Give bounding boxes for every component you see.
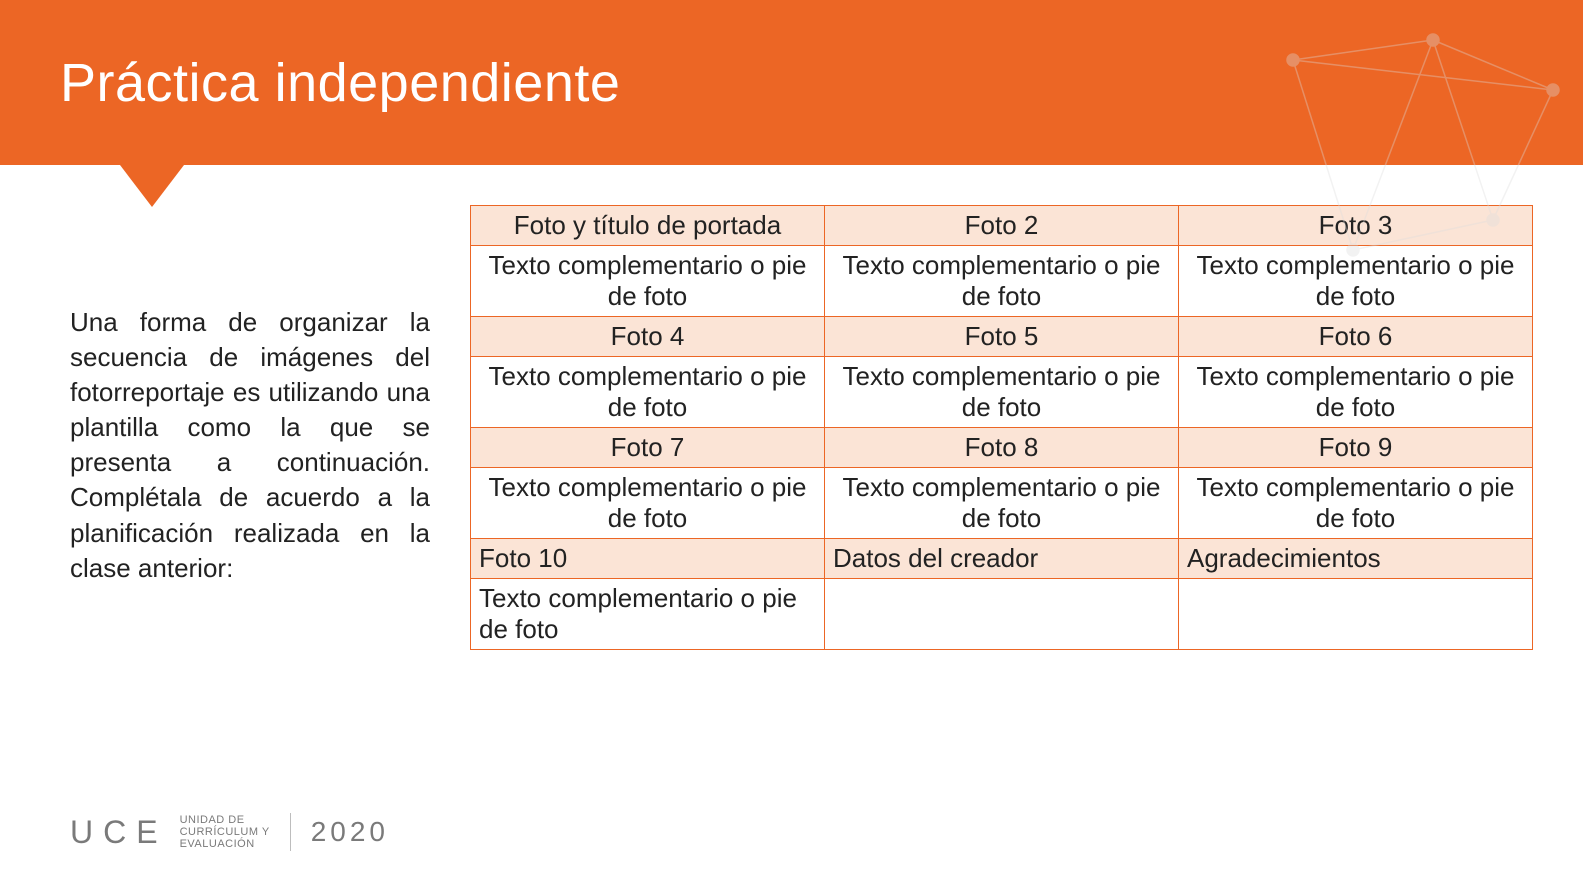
content-area: Una forma de organizar la secuencia de i… xyxy=(0,165,1583,650)
table-row: Texto complementario o pie de foto xyxy=(471,579,1533,650)
left-column: Una forma de organizar la secuencia de i… xyxy=(70,205,430,650)
table-cell: Texto complementario o pie de foto xyxy=(471,357,825,428)
table-cell: Foto 5 xyxy=(825,317,1179,357)
header-pointer-icon xyxy=(120,165,184,207)
table-cell: Foto y título de portada xyxy=(471,206,825,246)
table-row: Foto y título de portadaFoto 2Foto 3 xyxy=(471,206,1533,246)
table-cell: Texto complementario o pie de foto xyxy=(825,357,1179,428)
right-column: Foto y título de portadaFoto 2Foto 3Text… xyxy=(470,205,1533,650)
header-bar: Práctica independiente xyxy=(0,0,1583,165)
table-row: Foto 7Foto 8Foto 9 xyxy=(471,428,1533,468)
table-row: Texto complementario o pie de fotoTexto … xyxy=(471,468,1533,539)
table-cell: Foto 9 xyxy=(1179,428,1533,468)
table-cell: Foto 8 xyxy=(825,428,1179,468)
table-cell: Foto 7 xyxy=(471,428,825,468)
table-cell: Datos del creador xyxy=(825,539,1179,579)
page-title: Práctica independiente xyxy=(60,52,620,114)
table-cell: Foto 6 xyxy=(1179,317,1533,357)
table-cell: Foto 3 xyxy=(1179,206,1533,246)
footer-sub-line1: UNIDAD DE xyxy=(180,814,245,826)
table-cell: Foto 2 xyxy=(825,206,1179,246)
photo-plan-table: Foto y título de portadaFoto 2Foto 3Text… xyxy=(470,205,1533,650)
table-cell: Texto complementario o pie de foto xyxy=(471,246,825,317)
table-row: Foto 10Datos del creadorAgradecimientos xyxy=(471,539,1533,579)
footer-sub-line3: EVALUACIÓN xyxy=(180,838,255,850)
table-row: Foto 4Foto 5Foto 6 xyxy=(471,317,1533,357)
table-cell: Agradecimientos xyxy=(1179,539,1533,579)
table-cell: Foto 4 xyxy=(471,317,825,357)
table-row: Texto complementario o pie de fotoTexto … xyxy=(471,357,1533,428)
footer-divider xyxy=(290,813,291,851)
table-row: Texto complementario o pie de fotoTexto … xyxy=(471,246,1533,317)
table-cell: Texto complementario o pie de foto xyxy=(825,246,1179,317)
instruction-paragraph: Una forma de organizar la secuencia de i… xyxy=(70,305,430,586)
table-cell: Texto complementario o pie de foto xyxy=(471,468,825,539)
table-cell: Texto complementario o pie de foto xyxy=(1179,357,1533,428)
footer-logo-sub: UNIDAD DE CURRÍCULUM Y EVALUACIÓN xyxy=(180,814,270,850)
table-cell: Texto complementario o pie de foto xyxy=(1179,468,1533,539)
table-cell: Foto 10 xyxy=(471,539,825,579)
table-cell xyxy=(825,579,1179,650)
footer-year: 2020 xyxy=(311,816,389,848)
footer-logo-main: UCE xyxy=(70,814,168,851)
table-cell: Texto complementario o pie de foto xyxy=(471,579,825,650)
footer: UCE UNIDAD DE CURRÍCULUM Y EVALUACIÓN 20… xyxy=(70,813,389,851)
table-cell: Texto complementario o pie de foto xyxy=(1179,246,1533,317)
table-cell: Texto complementario o pie de foto xyxy=(825,468,1179,539)
table-cell xyxy=(1179,579,1533,650)
footer-sub-line2: CURRÍCULUM Y xyxy=(180,826,270,838)
